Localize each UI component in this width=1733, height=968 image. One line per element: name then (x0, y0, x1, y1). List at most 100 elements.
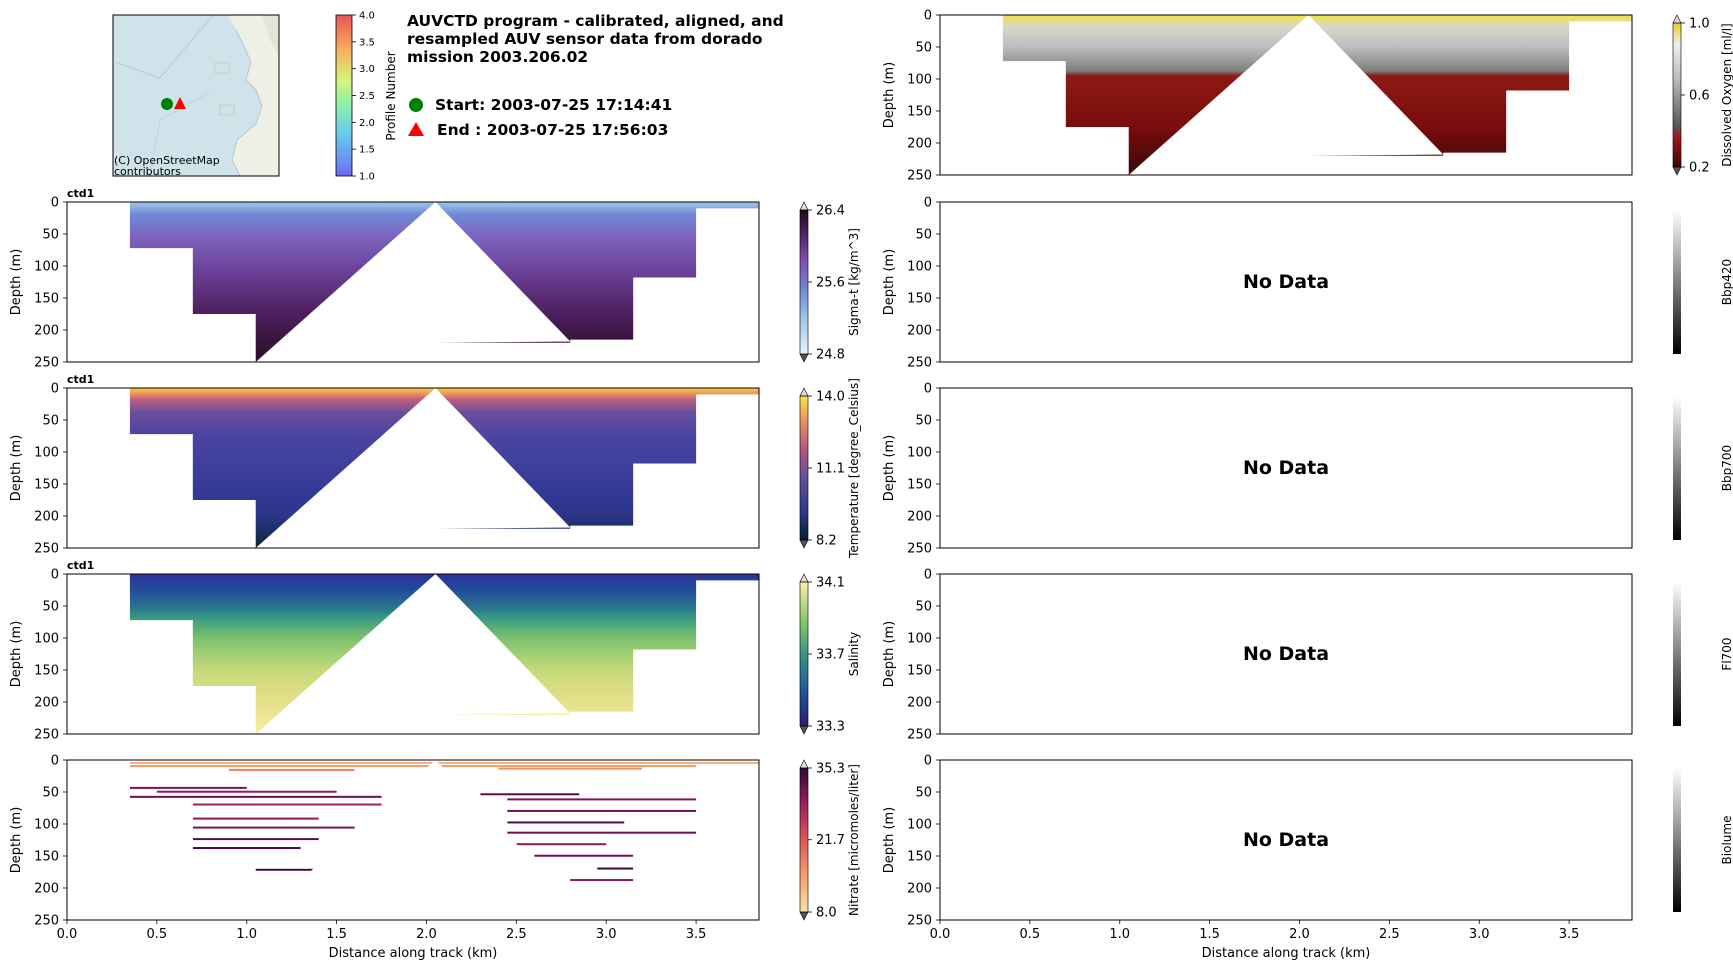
y-tick-label: 200 (34, 324, 59, 339)
temperature-colorbar: 8.2 11.1 14.0 Temperature [degree_Celsius] (799, 378, 861, 559)
y-tick-label: 50 (42, 228, 59, 243)
y-tick-label: 50 (915, 228, 932, 243)
temperature-plot-area (129, 388, 759, 548)
dissolved_oxygen-axes-frame (939, 14, 1633, 176)
nitrate-streak (507, 843, 607, 846)
y-tick-label: 100 (907, 446, 932, 461)
sigma_t-ylabel: Depth (m) (9, 249, 24, 316)
nitrate-streak (192, 803, 382, 806)
y-tick-label: 50 (915, 786, 932, 801)
colorbar-tick-label: 21.7 (816, 833, 845, 848)
y-tick-label: 50 (915, 600, 932, 615)
y-tick-label: 150 (907, 105, 932, 120)
y-tick-label: 0 (924, 754, 932, 769)
bbp420-colorbar-label: Bbp420 (1720, 259, 1733, 305)
legend-end-label: End : 2003-07-25 17:56:03 (437, 121, 669, 139)
biolume-colorbar-label: Biolume (1720, 816, 1733, 865)
x-tick-label: 0.0 (930, 927, 951, 942)
panel-salinity: ctd1 0 50 100 150 200 250 Depth (m) 33.3 33.7 34.1… (9, 559, 861, 743)
y-tick-label: 200 (34, 510, 59, 525)
y-tick-label: 150 (34, 292, 59, 307)
nitrate-streak (129, 765, 697, 768)
y-tick-label: 200 (907, 324, 932, 339)
y-tick-label: 250 (907, 542, 932, 557)
dissolved_oxygen-colorbar: 0.2 0.6 1.0 Dissolved Oxygen [ml/l] (1672, 14, 1733, 176)
sigma_t-plot-area (129, 202, 759, 362)
bbp420-ylabel: Depth (m) (882, 249, 897, 316)
profile-colorbar-scale (335, 14, 353, 177)
y-tick-label: 250 (907, 169, 932, 184)
biolume-ylabel: Depth (m) (882, 807, 897, 874)
bbp420-colorbar-scale (1673, 210, 1681, 354)
dissolved_oxygen-colorbar-label: Dissolved Oxygen [ml/l] (1720, 23, 1733, 167)
x-tick-label: 3.0 (1469, 927, 1490, 942)
x-tick-label: 3.5 (1559, 927, 1580, 942)
y-tick-label: 0 (51, 754, 59, 769)
sigma_t-colorbar-scale (800, 210, 808, 354)
y-tick-label: 100 (907, 632, 932, 647)
salinity-colorbar: 33.3 33.7 34.1 Salinity (799, 573, 861, 735)
bbp700-axes-frame (939, 387, 1633, 549)
sigma_t-sensor-title: ctd1 (67, 187, 94, 200)
map-coastline (231, 29, 263, 177)
colorbar-tick-label: 8.0 (816, 906, 837, 921)
sigma_t-axes-frame (66, 201, 760, 363)
colorbar-tick-label: 24.8 (816, 348, 845, 363)
nitrate-streak (192, 826, 355, 829)
y-tick-label: 50 (915, 41, 932, 56)
biolume-no-data-text: No Data (1243, 829, 1329, 851)
colorbar-tick-label: 33.7 (816, 648, 845, 663)
bbp420-axes-frame (939, 201, 1633, 363)
profile-colorbar-label: Profile Number (384, 51, 398, 140)
y-tick-label: 200 (907, 510, 932, 525)
legend-start: Start: 2003-07-25 17:14:41 (407, 96, 672, 114)
colorbar-tick-label: 26.4 (816, 204, 845, 219)
nitrate-streak (255, 868, 319, 871)
sigma_t-colorbar-label: Sigma-t [kg/m^3] (847, 228, 861, 336)
nitrate-streak (498, 767, 643, 770)
y-tick-label: 0 (51, 382, 59, 397)
y-tick-label: 250 (34, 542, 59, 557)
x-tick-label: 0.5 (147, 927, 168, 942)
x-tick-label: 1.0 (1109, 927, 1130, 942)
salinity-plot-area (129, 574, 759, 734)
map-start-marker-icon (161, 98, 173, 110)
y-tick-label: 50 (42, 414, 59, 429)
nitrate-streak (507, 821, 625, 824)
profile-colorbar-tick-label: 1.5 (359, 145, 375, 156)
profile-number-colorbar: Profile Number 1.0 1.5 2.0 2.5 3.0 3.5 4.0 (335, 11, 398, 183)
nitrate-streak (192, 847, 301, 850)
y-tick-label: 150 (34, 664, 59, 679)
map-attribution-line1: (C) OpenStreetMap (114, 154, 220, 167)
nitrate-streak (129, 795, 382, 798)
legend-start-label: Start: 2003-07-25 17:14:41 (435, 96, 673, 114)
colorbar-tick-label: 0.6 (1689, 89, 1710, 104)
dissolved_oxygen-ylabel: Depth (m) (882, 62, 897, 129)
salinity-ylabel: Depth (m) (9, 621, 24, 688)
y-tick-label: 150 (907, 292, 932, 307)
salinity-colorbar-extend-max (799, 573, 809, 583)
map-end-marker-icon (174, 97, 186, 109)
panel-biolume: No Data 0 50 100 150 200 250 Depth (m) 0.0 0.5 1.0… (882, 754, 1733, 962)
profile-colorbar-tick-label: 3.0 (359, 64, 375, 75)
map-attribution-line2: contributors (114, 165, 181, 178)
y-tick-label: 100 (907, 818, 932, 833)
nitrate-streak (534, 854, 634, 857)
start-marker-icon (409, 98, 423, 112)
legend-end: End : 2003-07-25 17:56:03 (407, 121, 668, 139)
bbp700-colorbar-label: Bbp700 (1720, 445, 1733, 491)
colorbar-tick-label: 11.1 (816, 462, 845, 477)
x-tick-label: 3.5 (686, 927, 707, 942)
x-tick-label: 0.5 (1020, 927, 1041, 942)
y-tick-label: 150 (907, 478, 932, 493)
y-tick-label: 50 (42, 786, 59, 801)
y-tick-label: 100 (34, 260, 59, 275)
colorbar-tick-label: 0.2 (1689, 161, 1710, 176)
fl700-colorbar: Fl700 (1673, 582, 1733, 726)
colorbar-tick-label: 25.6 (816, 276, 845, 291)
x-tick-label: 1.5 (326, 927, 347, 942)
nitrate-colorbar-extend-max (799, 759, 809, 769)
figure-title: AUVCTD program - calibrated, aligned, an… (407, 12, 784, 66)
profile-colorbar-tick-label: 2.5 (359, 91, 375, 102)
temperature-colorbar-scale (800, 396, 808, 540)
